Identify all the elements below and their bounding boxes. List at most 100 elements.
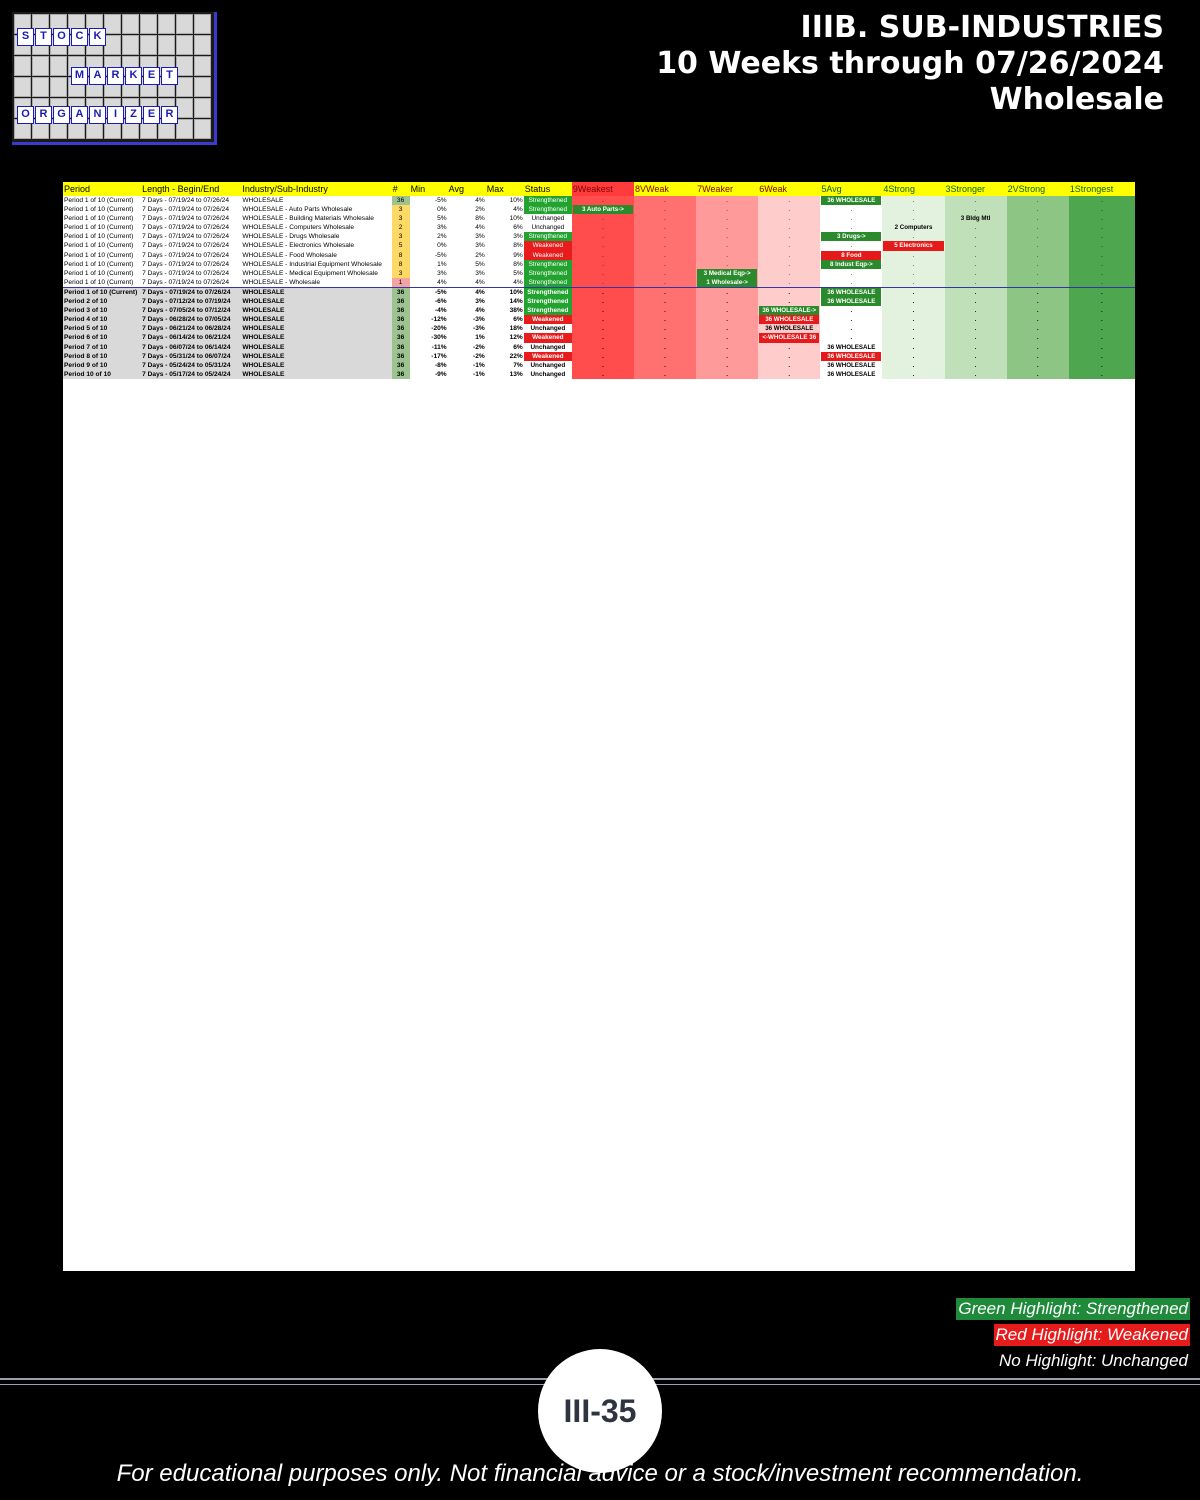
rank-cell-6Weak: . xyxy=(758,241,821,251)
status-cell: Strengthened xyxy=(523,297,572,307)
title-line-2: 10 Weeks through 07/26/2024 xyxy=(656,46,1164,81)
rank-cell-8VWeak: . xyxy=(633,277,697,288)
column-header: Status xyxy=(523,182,572,196)
legend-unchanged: No Highlight: Unchanged xyxy=(998,1351,1188,1370)
rank-cell-6Weak: . xyxy=(758,277,821,288)
rank-cell-4Strong: . xyxy=(882,369,945,379)
rank-cell-3Stronger: . xyxy=(944,277,1007,288)
rank-cell-6Weak: . xyxy=(758,232,821,242)
rank-cell-9Weakest: . xyxy=(571,351,634,361)
period-cell: Period 6 of 10 xyxy=(63,333,142,343)
rank-cell-8VWeak: . xyxy=(633,214,697,224)
rank-cell-6Weak: 36 WHOLESALE xyxy=(758,315,821,325)
rank-cell-9Weakest: . xyxy=(571,232,634,242)
logo-letter: K xyxy=(125,67,142,85)
rank-cell-7Weaker: . xyxy=(696,369,759,379)
legend-strengthened: Green Highlight: Strengthened xyxy=(956,1298,1190,1320)
rank-cell-7Weaker: 1 Wholesale-> xyxy=(696,277,759,288)
count-cell: 36 xyxy=(391,306,410,316)
rank-label: 36 WHOLESALE-> xyxy=(759,306,820,316)
status-cell: Strengthened xyxy=(523,196,572,206)
rank-cell-8VWeak: . xyxy=(633,360,697,370)
length-cell: 7 Days - 06/21/24 to 06/28/24 xyxy=(141,324,242,334)
rank-cell-8VWeak: . xyxy=(633,241,697,251)
length-cell: 7 Days - 05/24/24 to 05/31/24 xyxy=(141,360,242,370)
rank-cell-4Strong: . xyxy=(882,232,945,242)
page-number: III-35 xyxy=(538,1349,662,1473)
avg-cell: 4% xyxy=(447,286,486,298)
period-cell: Period 1 of 10 (Current) xyxy=(64,269,134,277)
table-row: Period 4 of 10 7 Days - 06/28/24 to 07/05… xyxy=(63,315,1135,325)
min-cell: -9% xyxy=(434,370,447,378)
count-cell: 36 xyxy=(391,333,410,343)
rank-cell-6Weak: 36 WHOLESALE-> xyxy=(758,306,821,316)
rank-cell-4Strong: . xyxy=(882,360,945,370)
rank-cell-5Avg: . xyxy=(820,268,883,278)
rank-cell-8VWeak: . xyxy=(633,232,697,242)
max-cell: 6% xyxy=(513,343,523,351)
rank-cell-2VStrong: . xyxy=(1006,232,1069,242)
rank-cell-1Strongest: . xyxy=(1068,369,1135,379)
industry-cell: WHOLESALE xyxy=(241,286,392,298)
industry-cell: WHOLESALE - Medical Equipment Wholesale xyxy=(242,269,378,277)
rank-cell-3Stronger: . xyxy=(944,360,1007,370)
avg-cell: 3% xyxy=(475,242,485,250)
logo-tile xyxy=(194,56,211,76)
rank-cell-5Avg: . xyxy=(820,241,883,251)
logo-tile xyxy=(140,14,157,34)
rank-cell-7Weaker: . xyxy=(696,232,759,242)
length-cell: 7 Days - 07/19/24 to 07/26/24 xyxy=(141,286,242,298)
legend-weakened: Red Highlight: Weakened xyxy=(993,1324,1190,1346)
avg-cell: -1% xyxy=(473,361,485,369)
table-row: Period 1 of 10 (Current) 7 Days - 07/19/2… xyxy=(63,205,1135,215)
logo-tile xyxy=(14,56,31,76)
avg-cell: -3% xyxy=(473,316,485,324)
rank-cell-3Stronger: . xyxy=(944,369,1007,379)
avg-cell: -3% xyxy=(473,325,485,333)
min-cell: -5% xyxy=(434,251,447,259)
count-cell: 3 xyxy=(391,214,410,224)
rank-cell-5Avg: . xyxy=(820,324,883,334)
rank-cell-4Strong: 5 Electronics xyxy=(882,241,945,251)
rank-cell-9Weakest: . xyxy=(571,297,634,307)
rank-label: 36 WHOLESALE xyxy=(759,315,820,325)
period-cell: Period 1 of 10 (Current) xyxy=(64,233,134,241)
logo-tile xyxy=(122,35,139,55)
table-row: Period 1 of 10 (Current) 7 Days - 07/19/2… xyxy=(63,268,1135,278)
rank-cell-7Weaker: . xyxy=(696,333,759,343)
period-cell: Period 3 of 10 xyxy=(63,306,142,316)
page-title: IIIB. SUB-INDUSTRIES 10 Weeks through 07… xyxy=(656,10,1164,118)
industry-cell: WHOLESALE xyxy=(241,351,392,361)
rank-cell-8VWeak: . xyxy=(633,268,697,278)
max-cell: 8% xyxy=(513,260,523,268)
max-cell: 12% xyxy=(509,334,523,342)
rank-cell-2VStrong: . xyxy=(1006,315,1069,325)
rank-cell-2VStrong: . xyxy=(1006,241,1069,251)
avg-cell: 3% xyxy=(475,233,485,241)
logo-tile xyxy=(176,98,193,118)
industry-cell: WHOLESALE xyxy=(241,369,392,379)
rank-label: 8 Food xyxy=(821,250,882,260)
status-cell: Strengthened xyxy=(523,277,572,288)
rank-cell-2VStrong: . xyxy=(1006,214,1069,224)
industry-cell: WHOLESALE - Computers Wholesale xyxy=(242,224,355,232)
rank-label: 8 Indust Eqp-> xyxy=(821,259,882,269)
logo-letter: T xyxy=(161,67,178,85)
industry-cell: WHOLESALE - Electronics Wholesale xyxy=(242,242,355,250)
rank-cell-9Weakest: . xyxy=(571,196,634,206)
table-row: Period 1 of 10 (Current) 7 Days - 07/19/2… xyxy=(63,232,1135,242)
min-cell: -5% xyxy=(409,286,448,298)
period-cell: Period 8 of 10 xyxy=(63,351,142,361)
rank-cell-2VStrong: . xyxy=(1006,342,1069,352)
rank-cell-7Weaker: 3 Medical Eqp-> xyxy=(696,268,759,278)
rank-cell-8VWeak: . xyxy=(633,306,697,316)
rank-cell-5Avg: 36 WHOLESALE xyxy=(820,196,883,206)
rank-cell-1Strongest: . xyxy=(1068,232,1135,242)
count-cell: 36 xyxy=(391,351,410,361)
column-header: 6Weak xyxy=(758,182,821,196)
rank-cell-5Avg: 3 Drugs-> xyxy=(820,232,883,242)
rank-label: 1 Wholesale-> xyxy=(697,277,758,287)
status-cell: Weakened xyxy=(523,241,572,251)
rank-cell-9Weakest: . xyxy=(571,360,634,370)
